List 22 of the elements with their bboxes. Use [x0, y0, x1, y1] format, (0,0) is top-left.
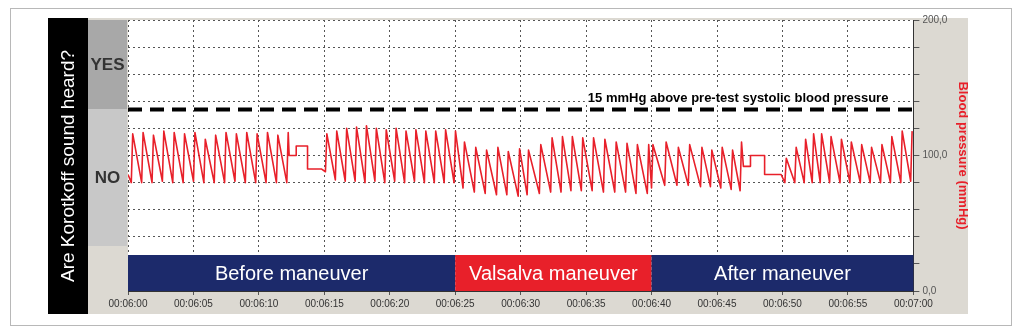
- y2-tick-label: 0,0: [922, 284, 937, 296]
- x-tick-label: 00:06:05: [173, 297, 214, 309]
- x-tick-label: 00:06:00: [108, 297, 148, 309]
- band-label: After maneuver: [714, 261, 852, 284]
- y2-tick-label: 100,0: [922, 149, 948, 161]
- x-tick-label: 00:07:00: [893, 297, 934, 309]
- x-tick-label: 00:06:10: [239, 297, 279, 309]
- y2-tick-label: 200,0: [922, 13, 948, 25]
- x-tick-label: 00:06:40: [632, 297, 672, 309]
- band-label: Valsalva maneuver: [469, 261, 639, 284]
- x-tick-label: 00:06:35: [566, 297, 607, 309]
- x-tick-label: 00:06:30: [501, 297, 541, 309]
- x-tick-label: 00:06:25: [435, 297, 476, 309]
- x-tick-label: 00:06:50: [763, 297, 803, 309]
- ref-line-label: 15 mmHg above pre-test systolic blood pressure: [587, 89, 889, 105]
- band-label: Before maneuver: [214, 261, 369, 284]
- x-tick-label: 00:06:55: [828, 297, 868, 309]
- x-tick-label: 00:06:15: [304, 297, 345, 309]
- y2-axis-title: Blood pressure (mmHg): [955, 81, 971, 230]
- y-axis-title: Are Korotkoff sound heard?: [57, 49, 79, 283]
- x-tick-label: 00:06:45: [697, 297, 737, 309]
- x-tick-label: 00:06:20: [370, 297, 410, 309]
